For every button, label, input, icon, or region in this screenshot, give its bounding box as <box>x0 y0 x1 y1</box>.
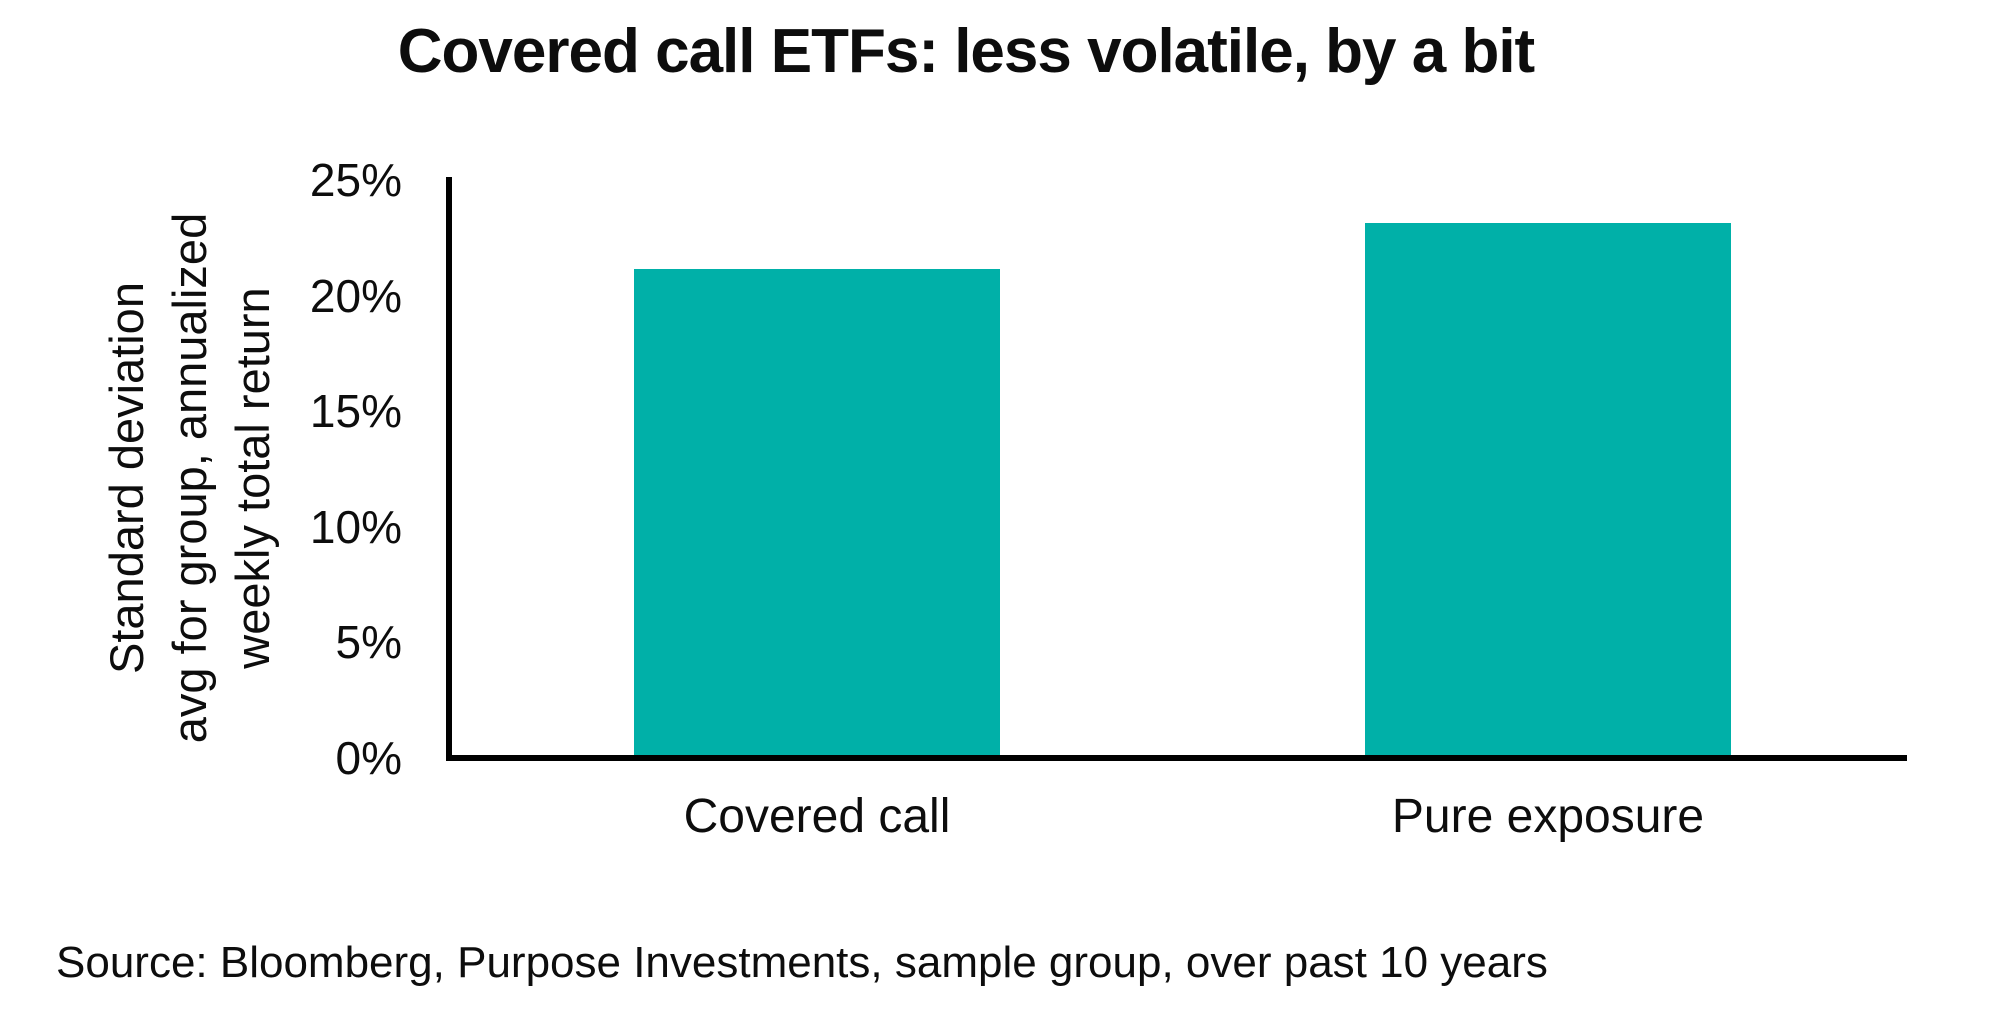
bar-covered-call <box>634 269 1000 755</box>
y-axis-title: Standard deviation avg for group, annual… <box>100 212 279 744</box>
x-category-label: Pure exposure <box>1391 790 1705 843</box>
source-note: Source: Bloomberg, Purpose Investments, … <box>56 938 1548 987</box>
y-tick-label: 15% <box>309 385 402 438</box>
plot-area: 0% 5% 10% 15% 20% 25% Covered call Pure exposur… <box>310 154 1907 843</box>
y-tick-label: 20% <box>309 269 402 322</box>
y-tick-label: 25% <box>309 154 402 206</box>
y-tick-label: 0% <box>335 732 402 784</box>
bar-pure-exposure <box>1365 223 1731 755</box>
y-tick-label: 10% <box>309 500 402 553</box>
x-category-label: Covered call <box>683 790 951 843</box>
y-tick-label: 5% <box>335 616 402 669</box>
chart-title: Covered call ETFs: less volatile, by a b… <box>397 17 1535 86</box>
